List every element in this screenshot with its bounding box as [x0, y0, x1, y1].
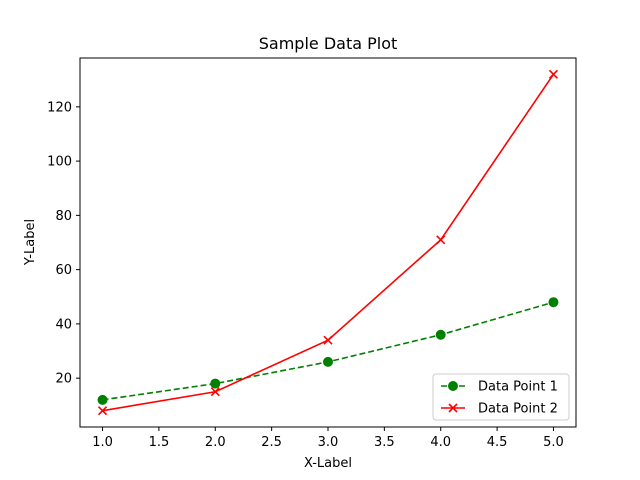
x-tick-label: 4.5: [487, 435, 508, 450]
legend-label: Data Point 2: [478, 402, 558, 417]
series-2-point: [210, 387, 220, 397]
x-tick-label: 2.0: [205, 435, 226, 450]
series-1-point: [97, 394, 108, 405]
y-axis-ticks: 20 40 60 80 100 120: [47, 100, 80, 387]
legend: Data Point 1 Data Point 2: [432, 373, 570, 421]
series-1-point: [210, 378, 221, 389]
x-tick-label: 1.5: [149, 435, 170, 450]
y-axis-label: Y-Label: [23, 219, 38, 266]
legend-marker: [448, 403, 458, 413]
x-axis-label: X-Label: [304, 456, 352, 471]
series-2-point: [436, 235, 446, 245]
x-tick-label: 5.0: [543, 435, 564, 450]
plot-frame: [79, 57, 577, 428]
x-axis-ticks: 1.0 1.5 2.0 2.5 3.0 3.5 4.0 4.5 5.0: [92, 427, 564, 450]
x-tick-label: 3.5: [374, 435, 395, 450]
series-1-point: [435, 329, 446, 340]
legend-item: Data Point 2: [441, 402, 558, 417]
y-tick-label: 20: [55, 372, 72, 387]
series-2-point: [323, 335, 333, 345]
y-tick-label: 120: [47, 100, 72, 115]
series-1-point: [323, 356, 333, 367]
legend-item: Data Point 1: [441, 380, 558, 395]
legend-box: [432, 373, 570, 421]
x-tick-label: 2.5: [261, 435, 282, 450]
series-layer: [97, 69, 559, 416]
y-tick-label: 60: [55, 263, 72, 278]
chart-title: Sample Data Plot: [259, 34, 398, 53]
series-2-point: [97, 406, 108, 416]
y-tick-label: 100: [47, 155, 72, 170]
series-1-point: [548, 297, 559, 308]
y-tick-label: 40: [55, 317, 72, 332]
x-tick-label: 4.0: [430, 435, 451, 450]
legend-marker: [448, 381, 458, 391]
y-tick-label: 80: [55, 209, 72, 224]
x-tick-label: 3.0: [318, 435, 339, 450]
series-2-point: [548, 69, 559, 79]
legend-label: Data Point 1: [478, 380, 558, 395]
x-tick-label: 1.0: [92, 435, 113, 450]
